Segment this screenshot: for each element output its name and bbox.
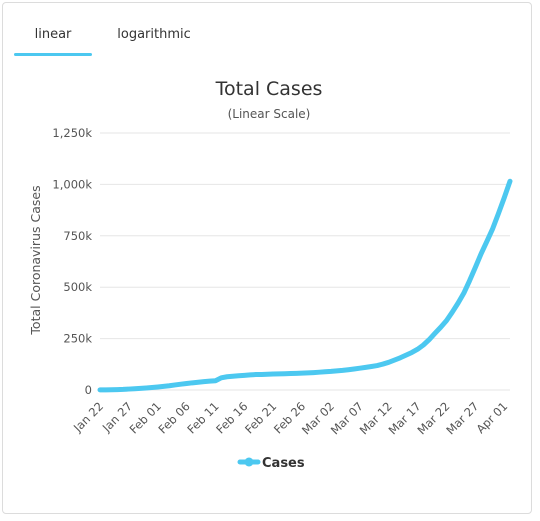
tab-logarithmic[interactable]: logarithmic — [117, 27, 191, 42]
legend-label-cases: Cases — [262, 456, 305, 471]
y-tick-label: 0 — [85, 383, 92, 397]
x-tick-label: Feb 01 — [127, 399, 164, 436]
grid-lines — [100, 132, 510, 391]
chart-subtitle: (Linear Scale) — [228, 107, 311, 121]
y-tick-label: 500k — [63, 280, 92, 294]
scale-tabs: linear logarithmic — [14, 22, 524, 56]
tab-linear[interactable]: linear — [14, 22, 92, 56]
y-tick-label: 250k — [63, 332, 92, 346]
legend[interactable]: Cases — [237, 456, 305, 471]
x-tick-label: Feb 06 — [156, 399, 193, 436]
x-tick-label: Apr 01 — [473, 399, 510, 436]
series-line-cases[interactable] — [97, 178, 513, 393]
y-axis-title: Total Coronavirus Cases — [28, 185, 43, 335]
legend-point-marker — [244, 457, 254, 467]
y-tick-label: 1,000k — [52, 177, 92, 191]
series-layer — [97, 178, 513, 393]
x-tick-label: Mar 27 — [443, 399, 481, 437]
chart-title: Total Cases — [215, 78, 323, 100]
x-tick-label: Feb 21 — [242, 399, 279, 436]
y-tick-label: 1,250k — [52, 126, 92, 140]
y-tick-label: 750k — [63, 229, 92, 243]
chart-card — [2, 2, 532, 514]
x-tick-label: Jan 22 — [70, 399, 106, 435]
y-axis-ticks: 0 250k 500k 750k 1,000k 1,250k — [52, 126, 92, 397]
x-tick-label: Feb 11 — [184, 399, 221, 436]
x-tick-label: Feb 16 — [213, 399, 250, 436]
